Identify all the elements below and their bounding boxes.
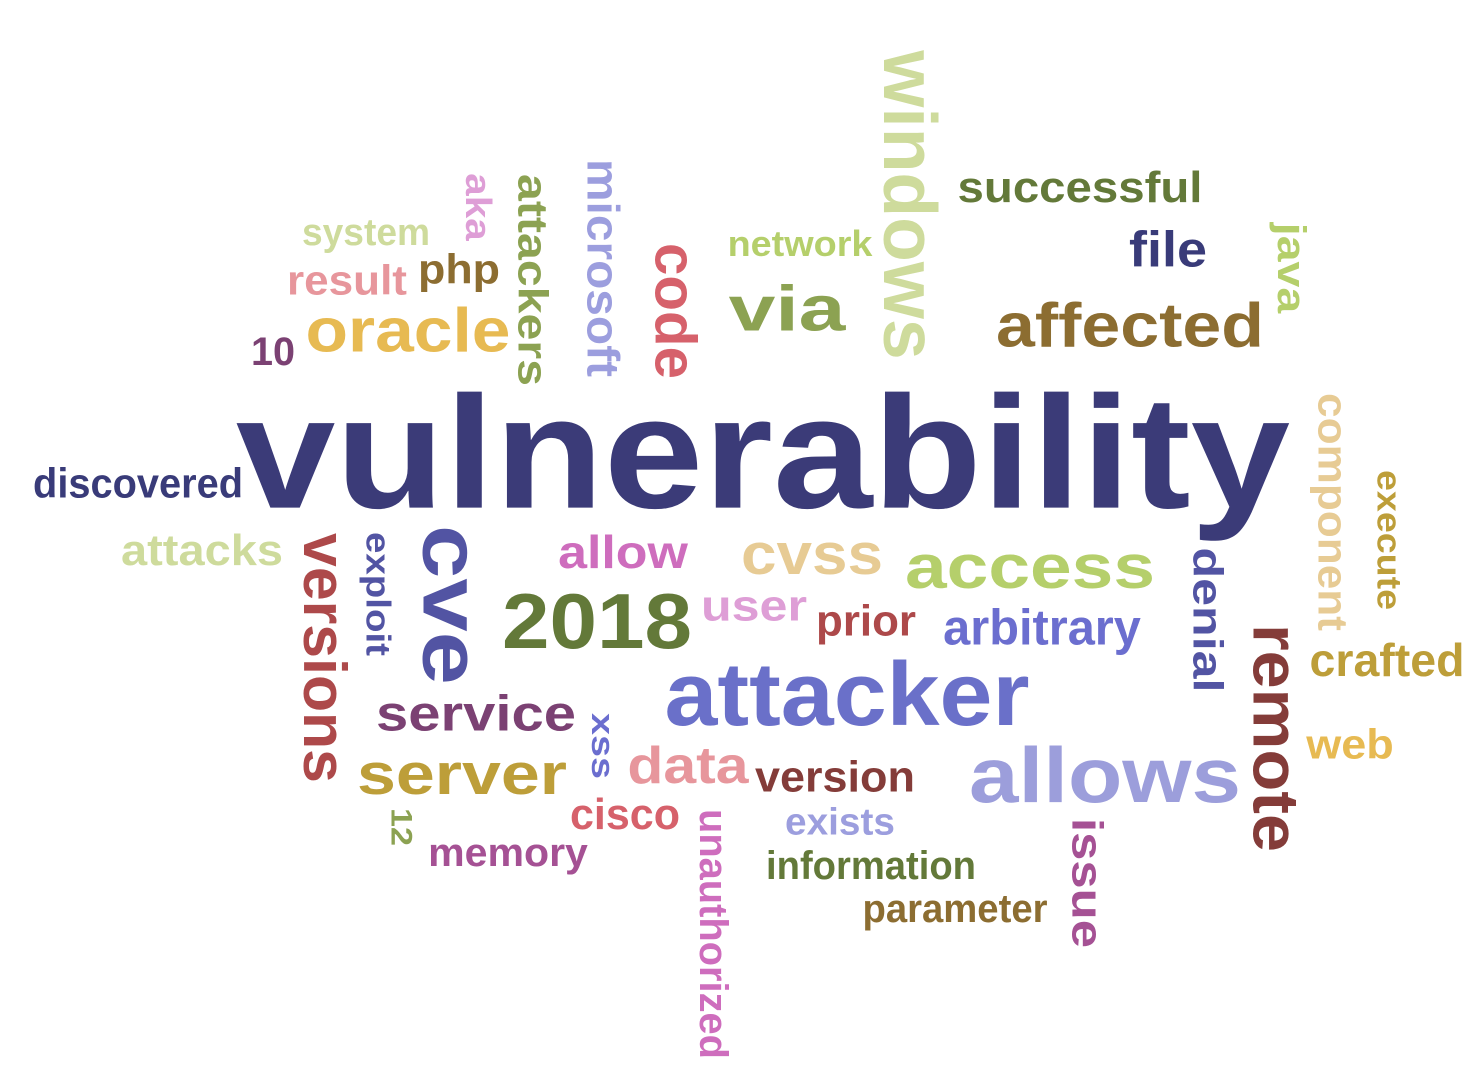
word-network: network (728, 224, 873, 264)
word-java: java (1269, 222, 1313, 314)
word-cisco: cisco (570, 791, 680, 840)
word-component: component (1309, 393, 1356, 631)
word-web: web (1305, 722, 1394, 768)
word-parameter: parameter (863, 887, 1048, 931)
word-issue: issue (1062, 818, 1111, 948)
word-access: access (905, 532, 1155, 601)
word-unauthorized: unauthorized (691, 809, 735, 1059)
word-service: service (376, 686, 576, 741)
word-aka: aka (458, 173, 498, 241)
word-versions: versions (291, 533, 359, 783)
word-file: file (1129, 222, 1207, 278)
word-microsoft: microsoft (578, 159, 628, 377)
word-allow: allow (558, 528, 689, 579)
word-xss: xss (585, 713, 621, 779)
word-cve: cve (406, 525, 498, 685)
word-allows: allows (969, 731, 1241, 819)
word-2018: 2018 (502, 579, 692, 666)
word-code: code (643, 243, 708, 379)
word-server: server (357, 741, 567, 806)
word-user: user (701, 581, 807, 630)
word-10: 10 (251, 330, 295, 374)
word-system: system (302, 211, 430, 253)
word-information: information (766, 844, 976, 888)
word-attackers: attackers (509, 174, 556, 386)
word-attacker: attacker (665, 643, 1030, 744)
word-12: 12 (385, 808, 419, 846)
word-prior: prior (816, 596, 916, 645)
word-via: via (729, 272, 847, 344)
word-discovered: discovered (33, 459, 243, 506)
word-windows: windows (868, 49, 952, 359)
word-result: result (287, 258, 407, 305)
word-version: version (755, 753, 915, 801)
word-arbitrary: arbitrary (943, 600, 1141, 656)
word-execute: execute (1370, 470, 1408, 610)
word-vulnerability: vulnerability (236, 362, 1290, 541)
word-crafted: crafted (1310, 634, 1465, 686)
word-memory: memory (428, 829, 588, 874)
word-affected: affected (996, 290, 1264, 359)
word-cvss: cvss (741, 522, 883, 587)
word-successful: successful (958, 162, 1203, 211)
word-denial: denial (1184, 548, 1231, 693)
word-oracle: oracle (306, 295, 511, 365)
word-attacks: attacks (121, 525, 283, 574)
word-remote: remote (1239, 624, 1311, 852)
word-data: data (627, 736, 749, 794)
word-exists: exists (785, 801, 895, 844)
word-exploit: exploit (359, 532, 397, 656)
word-php: php (418, 247, 500, 293)
